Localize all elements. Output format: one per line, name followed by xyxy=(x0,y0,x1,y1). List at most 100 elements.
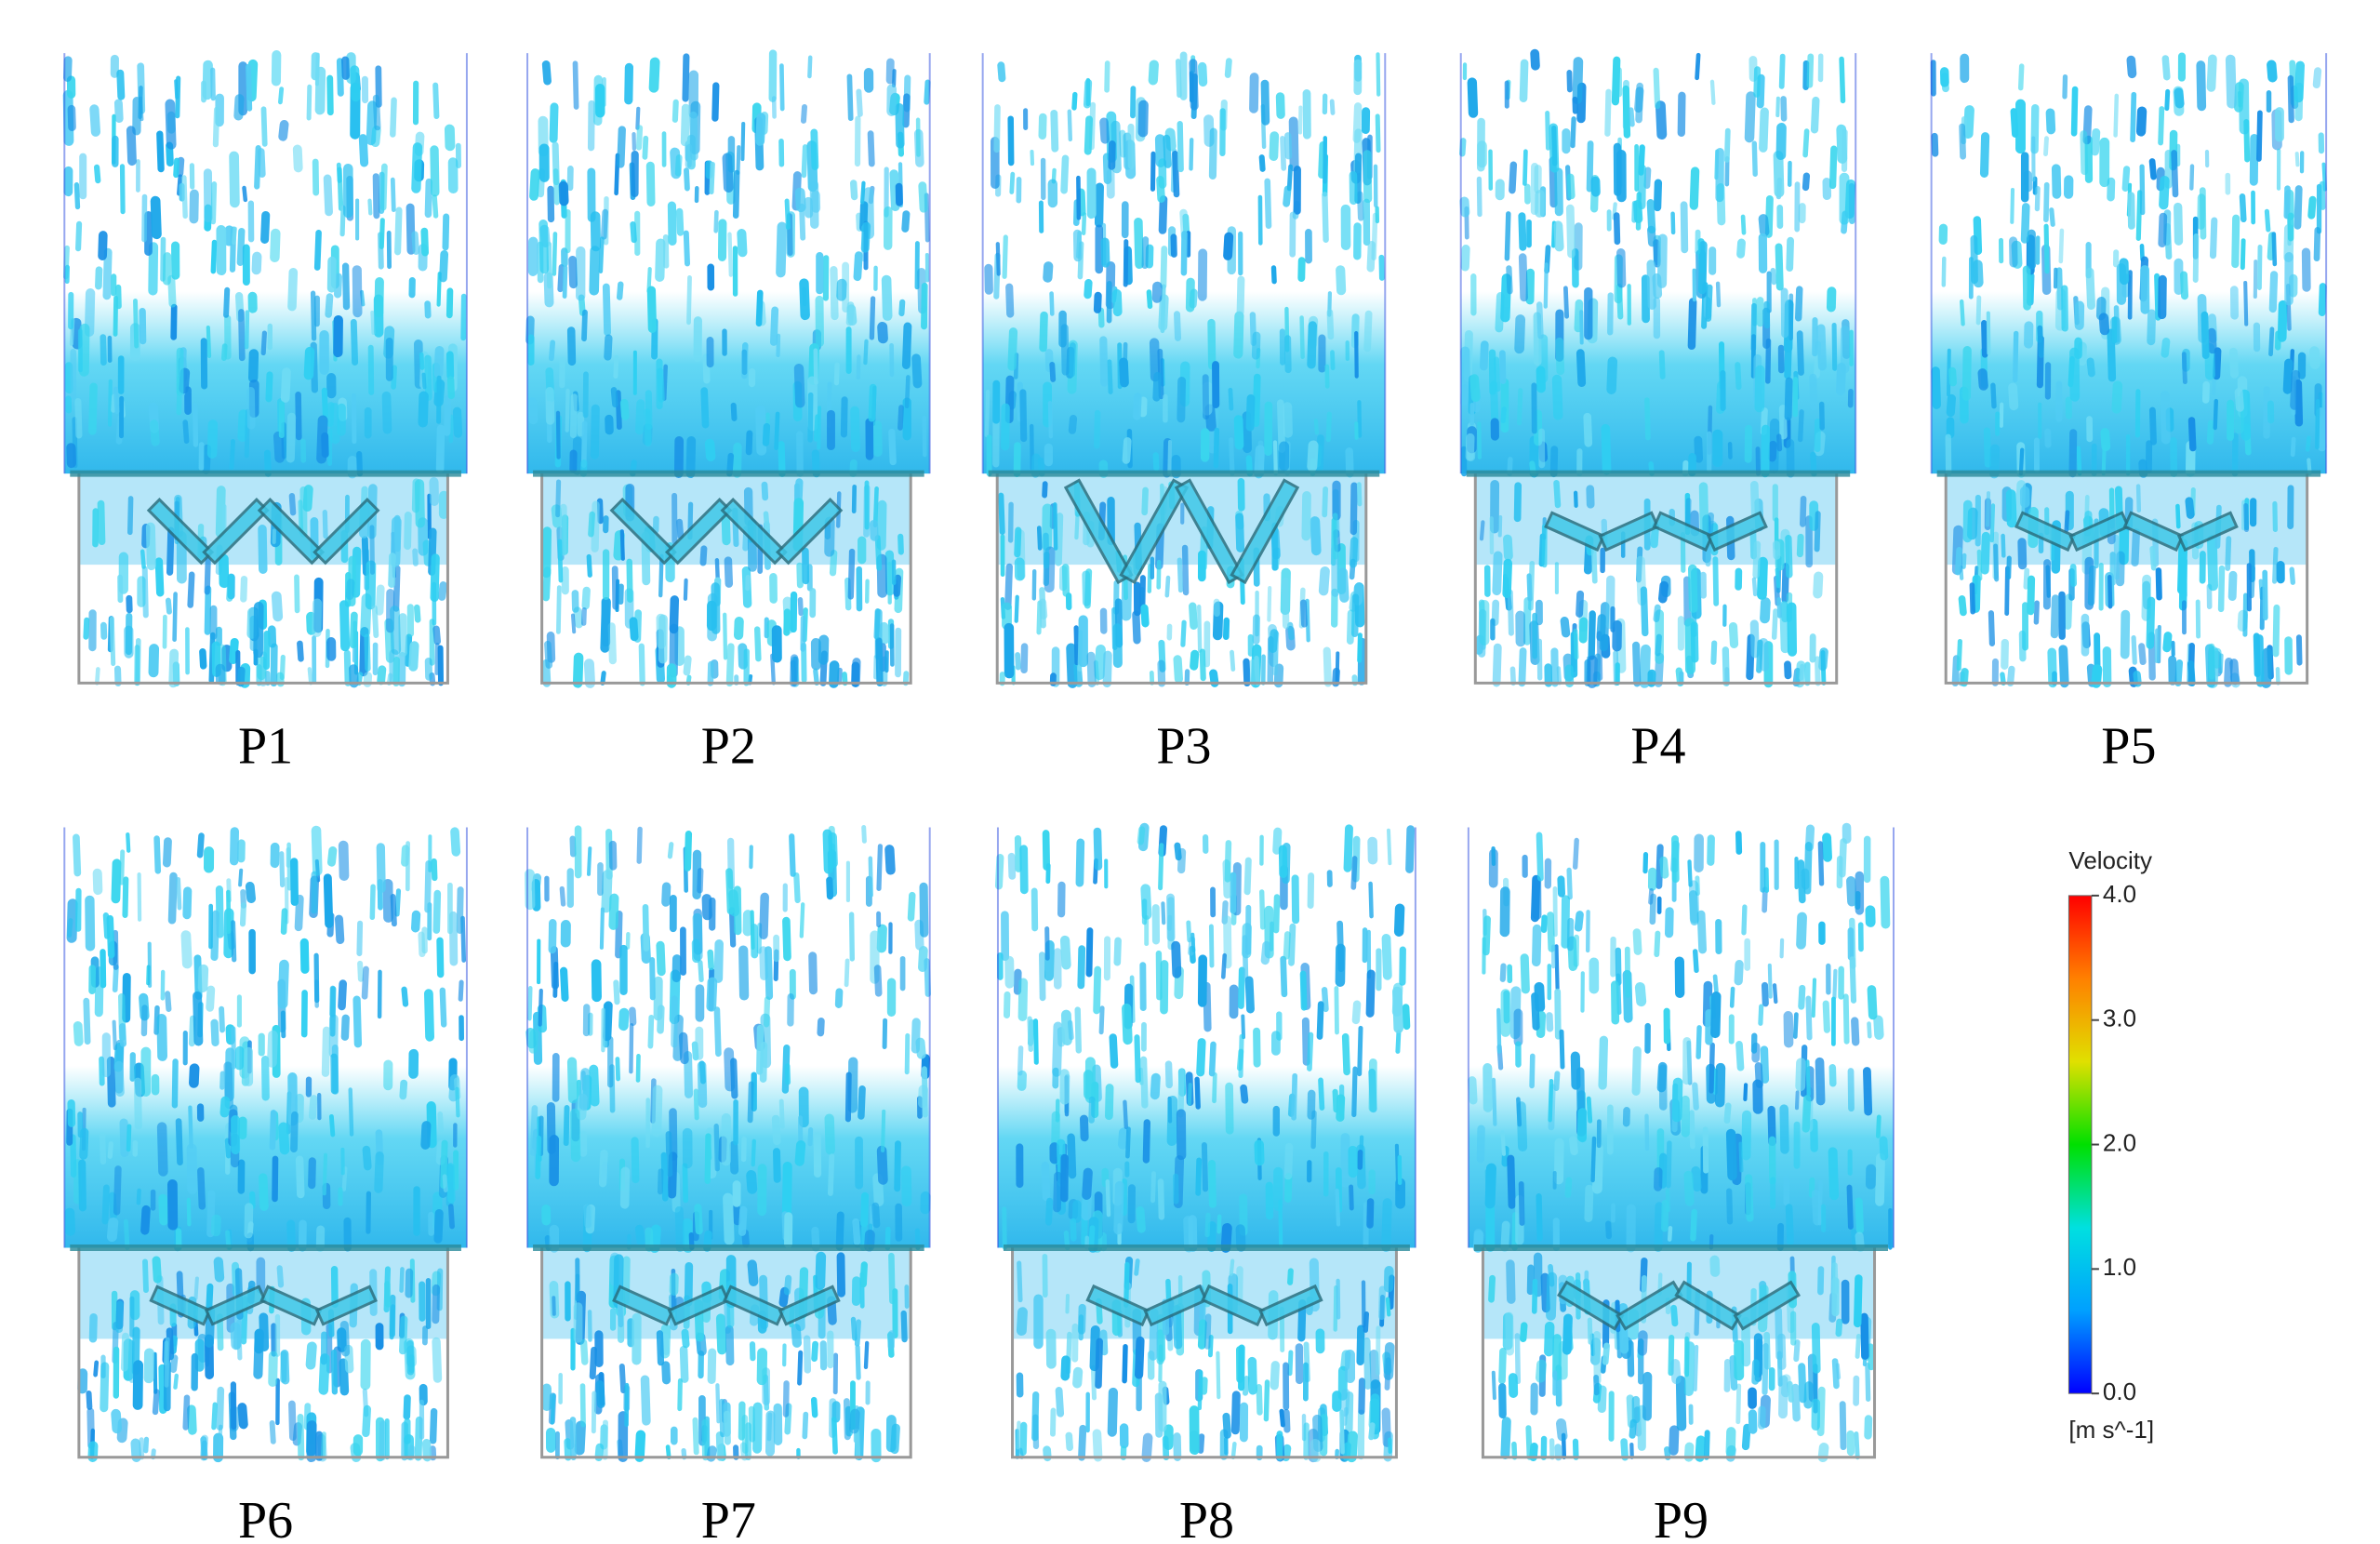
velocity-vector xyxy=(1640,586,1649,637)
velocity-vector xyxy=(1497,514,1503,538)
velocity-vector xyxy=(828,832,838,869)
velocity-vector xyxy=(1631,200,1638,223)
velocity-vector xyxy=(1698,482,1709,535)
velocity-vector xyxy=(1740,214,1747,235)
velocity-vector xyxy=(211,1402,218,1431)
velocity-vector xyxy=(629,617,639,642)
velocity-vector xyxy=(1690,1208,1697,1242)
velocity-vector xyxy=(1039,952,1046,1002)
velocity-vector xyxy=(704,438,716,461)
velocity-vector xyxy=(1536,832,1544,882)
velocity-vector xyxy=(1566,70,1573,93)
velocity-vector xyxy=(1781,563,1789,604)
velocity-vector xyxy=(993,104,1001,153)
velocity-vector xyxy=(2086,357,2095,378)
velocity-vector xyxy=(430,553,440,603)
velocity-vector xyxy=(326,256,337,293)
velocity-vector xyxy=(307,667,313,685)
velocity-vector xyxy=(1875,1152,1885,1206)
velocity-vector xyxy=(193,1276,199,1300)
velocity-vector xyxy=(558,180,569,206)
velocity-vector xyxy=(1796,330,1804,376)
velocity-vector xyxy=(2020,203,2030,244)
baffle xyxy=(312,498,380,566)
velocity-vector xyxy=(95,266,103,290)
velocity-vector xyxy=(1363,310,1373,353)
velocity-vector xyxy=(1137,100,1149,138)
velocity-vector xyxy=(892,69,897,87)
channel-outline xyxy=(77,473,449,685)
velocity-vector xyxy=(1269,131,1280,162)
velocity-vector xyxy=(1847,1068,1855,1112)
velocity-vector xyxy=(1754,1062,1763,1088)
velocity-vector xyxy=(168,648,179,688)
baffle xyxy=(2014,511,2077,552)
velocity-vector xyxy=(1349,1184,1354,1211)
velocity-vector xyxy=(272,1155,279,1203)
velocity-vector xyxy=(1653,239,1661,268)
velocity-vector xyxy=(1132,610,1141,645)
velocity-vector xyxy=(1307,872,1315,909)
velocity-vector xyxy=(230,1322,242,1351)
velocity-vector xyxy=(1235,1224,1246,1252)
panel-label: P7 xyxy=(701,1492,756,1544)
velocity-vector xyxy=(1186,920,1192,943)
velocity-vector xyxy=(1212,1071,1217,1104)
velocity-vector xyxy=(73,833,82,877)
velocity-vector xyxy=(2049,207,2055,227)
velocity-vector xyxy=(352,546,362,598)
velocity-vector xyxy=(1042,481,1048,499)
velocity-vector xyxy=(1644,397,1651,441)
velocity-vector xyxy=(1831,1358,1840,1390)
velocity-vector xyxy=(1100,237,1110,268)
velocity-vector xyxy=(1181,544,1190,596)
velocity-vector xyxy=(447,1204,455,1230)
velocity-vector xyxy=(844,958,850,988)
baffle xyxy=(1733,1280,1801,1331)
velocity-vector xyxy=(549,102,559,143)
velocity-vector xyxy=(219,1096,231,1118)
velocity-vector xyxy=(196,832,205,859)
velocity-vector xyxy=(1500,406,1507,423)
velocity-vector xyxy=(581,309,588,342)
velocity-vector xyxy=(868,383,877,422)
velocity-vector xyxy=(1798,409,1804,443)
velocity-vector xyxy=(442,213,450,251)
velocity-vector xyxy=(290,1111,299,1153)
velocity-vector xyxy=(336,58,344,97)
velocity-vector xyxy=(244,1203,254,1239)
velocity-vector xyxy=(313,230,322,271)
velocity-vector xyxy=(204,556,211,595)
velocity-vector xyxy=(2068,429,2078,478)
velocity-vector xyxy=(322,1152,328,1196)
velocity-vector xyxy=(123,1218,130,1250)
velocity-vector xyxy=(288,493,297,516)
velocity-vector xyxy=(106,914,115,959)
velocity-vector xyxy=(1751,577,1758,597)
velocity-vector xyxy=(1177,847,1187,874)
velocity-vector xyxy=(922,415,927,458)
velocity-vector xyxy=(755,113,766,146)
velocity-vector xyxy=(807,1126,814,1147)
velocity-vector xyxy=(605,829,613,880)
velocity-vector xyxy=(156,1014,168,1061)
velocity-vector xyxy=(1334,986,1339,1035)
velocity-vector xyxy=(372,94,381,131)
velocity-vector xyxy=(246,387,256,430)
velocity-vector xyxy=(722,153,734,193)
velocity-vector xyxy=(136,1188,141,1205)
velocity-vector xyxy=(1863,1067,1873,1116)
velocity-vector xyxy=(1811,978,1817,1018)
velocity-vector xyxy=(1235,512,1245,552)
velocity-vector xyxy=(1606,356,1618,394)
velocity-vector xyxy=(206,326,212,358)
velocity-vector xyxy=(1242,935,1249,979)
velocity-vector xyxy=(1085,927,1094,978)
velocity-vector xyxy=(1017,978,1029,1021)
velocity-vector xyxy=(2008,382,2019,411)
velocity-vector xyxy=(434,643,440,675)
velocity-vector xyxy=(649,957,656,1001)
velocity-vector xyxy=(306,611,316,635)
velocity-vector xyxy=(818,634,830,665)
velocity-vector xyxy=(995,242,1001,276)
